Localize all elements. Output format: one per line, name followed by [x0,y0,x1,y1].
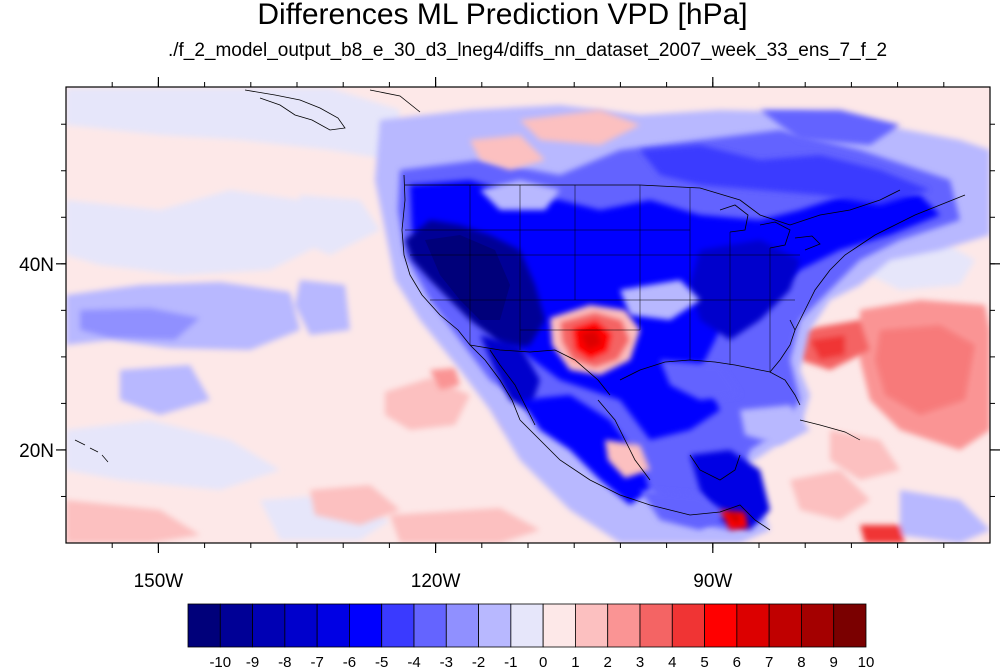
colorbar-swatch [833,603,867,648]
colorbar-label: 3 [636,654,644,671]
colorbar-swatch [542,603,576,648]
colorbar-label: 6 [733,654,741,671]
colorbar-swatch [445,603,479,648]
colorbar-label: -6 [343,654,356,671]
y-tick-label: 20N [19,441,54,462]
coastlines-and-borders [74,89,966,531]
colorbar-swatch [607,603,641,648]
colorbar-swatch [671,603,705,648]
colorbar-swatch [187,603,221,648]
colorbar-swatch [575,603,609,648]
map-field [66,87,990,543]
colorbar-swatch [219,603,253,648]
map-title: Differences ML Prediction VPD [hPa] [257,0,748,31]
colorbar-label: -7 [310,654,323,671]
colorbar-swatch [704,603,738,648]
colorbar-swatch [252,603,286,648]
colorbar-swatch [316,603,350,648]
colorbar-swatch [736,603,770,648]
y-axis-ticks: 40N 20N [19,255,1000,462]
colorbar-label: 10 [858,654,875,671]
colorbar-label: -1 [504,654,517,671]
colorbar-label: -5 [375,654,388,671]
colorbar-swatch [768,603,802,648]
colorbar-label: -2 [472,654,485,671]
x-axis-ticks: 150W 120W 90W [134,77,732,592]
colorbar-swatch [381,603,415,648]
x-tick-label: 150W [134,571,184,592]
colorbar-label: 5 [700,654,708,671]
colorbar-label: -8 [278,654,291,671]
x-tick-label: 120W [411,571,461,592]
colorbar-swatch [284,603,318,648]
colorbar-label: 0 [539,654,547,671]
colorbar-label: -10 [209,654,231,671]
colorbar-label: -4 [407,654,420,671]
colorbar-swatch [801,603,835,648]
colorbar-label: 9 [830,654,838,671]
colorbar-swatch [478,603,512,648]
colorbar-swatch [639,603,673,648]
minor-ticks [61,82,995,548]
map-subtitle: ./f_2_model_output_b8_e_30_d3_lneg4/diff… [167,40,888,61]
colorbar-label: 8 [797,654,805,671]
colorbar-label: -9 [246,654,259,671]
colorbar-label: 7 [765,654,773,671]
colorbar-label: 2 [604,654,612,671]
x-tick-label: 90W [693,571,732,592]
colorbar-swatch [349,603,383,648]
colorbar-swatch [413,603,447,648]
colorbar: -10 -9 -8 -7 -6 -5 -4 -3 -2 -1 0 1 2 3 4 5 6 7 8 9 10 [187,603,875,671]
colorbar-label: 1 [571,654,579,671]
colorbar-label: -3 [440,654,453,671]
colorbar-swatch [510,603,544,648]
warm-anomaly-southwest [550,305,748,530]
colorbar-label: 4 [668,654,676,671]
pacific-cool-patches [66,88,400,540]
atlantic-warm-region [790,235,990,543]
y-tick-label: 40N [19,255,54,276]
